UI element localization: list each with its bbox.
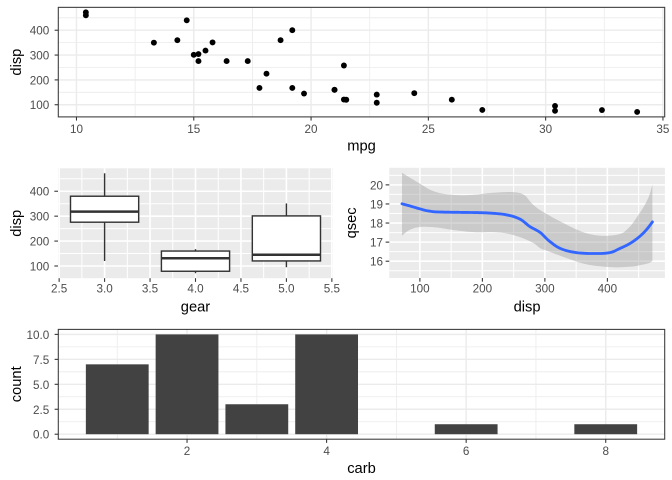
svg-text:qsec: qsec [344,207,360,238]
svg-text:4.0: 4.0 [187,283,204,296]
svg-text:20: 20 [370,179,384,192]
svg-text:2.5: 2.5 [33,404,50,417]
svg-text:100: 100 [410,283,430,296]
svg-text:8: 8 [602,445,609,458]
svg-text:100: 100 [30,99,50,112]
svg-text:10.0: 10.0 [27,329,50,342]
svg-text:30: 30 [539,123,553,136]
svg-text:100: 100 [30,261,50,274]
svg-text:2: 2 [184,445,191,458]
svg-text:300: 300 [30,211,50,224]
svg-text:300: 300 [30,50,50,63]
svg-text:17: 17 [370,237,383,250]
svg-text:15: 15 [187,123,201,136]
svg-text:mpg: mpg [347,138,376,154]
svg-text:5.0: 5.0 [278,283,295,296]
svg-text:200: 200 [30,236,50,249]
svg-text:4: 4 [323,445,330,458]
svg-text:gear: gear [181,299,211,315]
svg-text:5.0: 5.0 [33,379,50,392]
svg-text:4.5: 4.5 [233,283,250,296]
svg-text:disp: disp [9,210,25,237]
svg-text:disp: disp [9,49,25,76]
svg-text:disp: disp [514,299,541,315]
svg-text:200: 200 [30,74,50,87]
svg-text:400: 400 [30,25,50,38]
svg-text:300: 300 [535,283,555,296]
svg-text:200: 200 [473,283,493,296]
svg-text:400: 400 [30,186,50,199]
svg-text:7.5: 7.5 [33,354,50,367]
svg-text:25: 25 [422,123,436,136]
svg-text:20: 20 [305,123,319,136]
svg-text:5.5: 5.5 [324,283,341,296]
svg-text:count: count [9,366,25,402]
svg-text:16: 16 [370,256,383,269]
svg-text:3.5: 3.5 [142,283,159,296]
svg-text:10: 10 [70,123,84,136]
svg-text:19: 19 [370,198,383,211]
svg-text:6: 6 [463,445,470,458]
svg-text:400: 400 [598,283,618,296]
svg-text:0.0: 0.0 [33,429,50,442]
svg-text:35: 35 [656,123,670,136]
svg-text:carb: carb [347,461,376,477]
svg-text:2.5: 2.5 [51,283,68,296]
svg-text:18: 18 [370,218,383,231]
svg-text:3.0: 3.0 [96,283,113,296]
